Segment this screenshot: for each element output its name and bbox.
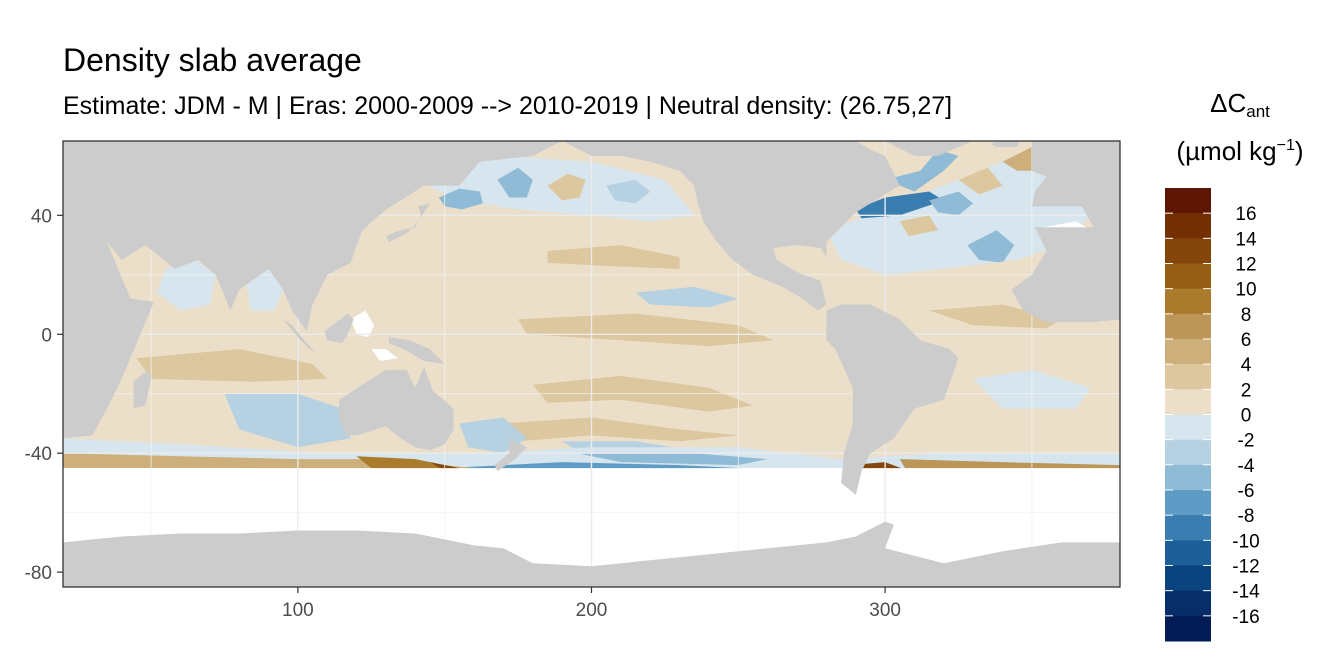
region-atlantic-band-1 — [929, 304, 1062, 329]
legend-swatch — [1165, 490, 1211, 516]
legend-break-label: 14 — [1235, 229, 1257, 250]
land-madagascar — [133, 369, 152, 409]
legend-swatch — [1165, 389, 1211, 415]
y-tick-label: 40 — [31, 206, 52, 227]
legend-break-label: -14 — [1232, 582, 1260, 603]
legend-break-label: 8 — [1241, 305, 1252, 326]
land-europe-east — [1031, 141, 1120, 228]
region-bay-of-bengal-negative — [245, 268, 284, 311]
region-gulf-stream-negative — [855, 191, 944, 219]
legend-title-subscript: ant — [1246, 102, 1270, 121]
region-north-pacific-blue-2 — [497, 167, 533, 198]
legend-swatch — [1165, 439, 1211, 466]
region-north-atlantic-positive-1 — [958, 167, 1003, 195]
legend-swatch — [1165, 540, 1211, 566]
legend-break-label: -10 — [1232, 531, 1259, 552]
land-sumatra — [283, 319, 316, 353]
land-south-america — [826, 304, 959, 495]
legend-swatch — [1165, 313, 1211, 340]
legend-break-label: 4 — [1241, 355, 1252, 376]
legend-swatch — [1165, 414, 1211, 441]
land-japan — [386, 203, 430, 243]
legend-title-main: ΔC — [1210, 88, 1247, 118]
map-panel — [63, 141, 1120, 587]
legend-swatch — [1165, 364, 1211, 390]
nodata-indonesia-nodata-1 — [350, 310, 375, 338]
land-africa — [63, 230, 154, 439]
legend-swatch — [1165, 590, 1211, 617]
region-arabian-sea-negative — [157, 259, 216, 311]
legend-swatch — [1165, 238, 1211, 264]
land-australia — [339, 367, 454, 451]
land-greenland — [885, 141, 974, 156]
region-tropical-pacific-band-1 — [547, 245, 680, 269]
legend-break-label: 10 — [1235, 280, 1256, 301]
region-south-pacific-band-2 — [503, 417, 739, 442]
region-north-pacific-background — [371, 149, 842, 454]
land-eurasia — [63, 141, 563, 332]
legend-swatch — [1165, 339, 1211, 365]
legend-unit: (µmol kg−1) — [1150, 136, 1330, 167]
land-antarctica — [63, 521, 1120, 587]
region-tropical-pacific-band-2 — [518, 313, 774, 347]
region-indian-ocean-band — [136, 349, 328, 382]
legend-swatch — [1165, 288, 1211, 315]
chart-subtitle: Estimate: JDM - M | Eras: 2000-2009 --> … — [63, 92, 953, 120]
x-tick-label: 100 — [282, 600, 314, 621]
legend-swatch — [1165, 565, 1211, 592]
legend-break-label: -8 — [1238, 506, 1255, 527]
legend-break-label: 16 — [1235, 204, 1256, 225]
region-labrador-sea-negative — [885, 149, 959, 192]
legend-break-label: -16 — [1232, 607, 1259, 628]
y-tick-label: -80 — [25, 563, 52, 584]
legend-swatch — [1165, 464, 1211, 491]
legend-break-label: -2 — [1238, 431, 1255, 452]
chart-title: Density slab average — [63, 42, 362, 78]
legend-break-label: 2 — [1241, 380, 1252, 401]
legend-break-label: 12 — [1235, 255, 1256, 276]
legend-unit-pre: (µmol kg — [1176, 136, 1277, 166]
nodata-indonesia-nodata-2 — [371, 349, 398, 361]
region-north-pacific-blue-3 — [606, 179, 651, 204]
legend-break-label: -4 — [1238, 456, 1255, 477]
legend-swatch — [1165, 188, 1211, 214]
legend-swatch — [1165, 515, 1211, 541]
legend-colorbar: 16 14 12 10 8 6 4 2 0 -2 -4 -6 -8 -10 -12 -14 -16 — [1165, 188, 1260, 642]
legend-break-label: 0 — [1241, 406, 1252, 427]
legend-break-label: -6 — [1238, 481, 1255, 502]
x-tick-label: 200 — [576, 600, 608, 621]
land-new-zealand — [494, 438, 527, 471]
region-north-atlantic-blue-2 — [967, 230, 1015, 263]
legend-unit-post: ) — [1294, 136, 1304, 166]
region-tropical-pacific-negative — [635, 286, 739, 308]
legend-title: ΔCant — [1150, 88, 1330, 122]
legend-break-label: -12 — [1232, 557, 1259, 578]
legend-break-label: 6 — [1241, 330, 1252, 351]
x-tick-label: 300 — [869, 600, 901, 621]
region-north-atlantic-background — [826, 149, 1115, 275]
y-tick-label: 0 — [41, 325, 52, 346]
land-iceland — [990, 141, 1021, 147]
legend-swatch — [1165, 213, 1211, 239]
legend-unit-superscript: −1 — [1276, 137, 1295, 154]
land-west-africa-east-edge — [1011, 227, 1120, 323]
region-north-atlantic-positive-2 — [899, 215, 938, 237]
region-west-australia-negative — [224, 393, 351, 448]
region-north-atlantic-blue-1 — [929, 191, 974, 216]
region-north-pacific-blue-1 — [438, 188, 483, 210]
legend-swatch — [1165, 263, 1211, 290]
region-southern-ocean-blue-band-2 — [576, 453, 768, 466]
y-tick-label: -40 — [25, 444, 52, 465]
land-borneo — [324, 313, 354, 344]
land-north-america — [562, 141, 900, 311]
land-new-guinea — [388, 337, 445, 364]
legend-swatch — [1165, 615, 1211, 642]
region-north-pacific-positive-1 — [547, 173, 586, 201]
